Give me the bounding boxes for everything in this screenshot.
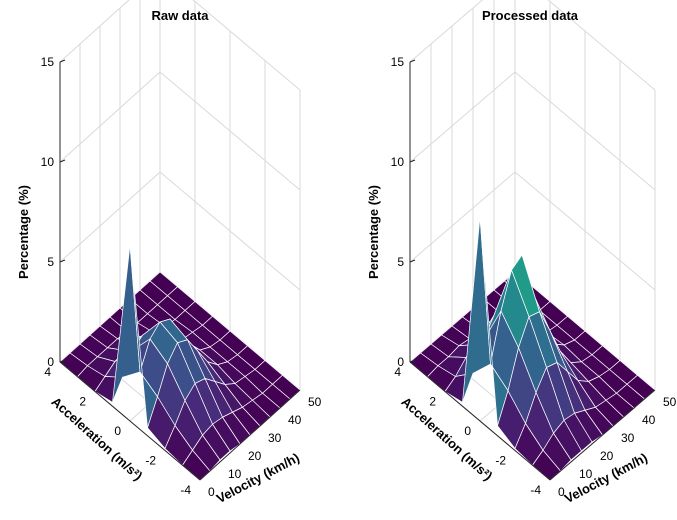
z-tick-label: 5 — [397, 255, 404, 269]
y-tick-label: 0 — [114, 424, 121, 438]
x-tick-label: 20 — [600, 449, 614, 463]
y-tick-label: -2 — [495, 454, 506, 468]
surface — [409, 216, 656, 481]
z-gridline — [59, 71, 301, 191]
y-tick-label: 2 — [79, 395, 86, 409]
z-axis: 0 5 10 15 — [391, 55, 416, 369]
z-tick-label: 0 — [397, 355, 404, 369]
chart-title: Processed data — [482, 8, 579, 23]
y-tick-label: -4 — [180, 483, 191, 497]
x-tick-label: 10 — [579, 467, 593, 481]
z-gridline — [409, 0, 656, 91]
chart-title: Raw data — [151, 8, 209, 23]
z-axis-label: Percentage (%) — [366, 185, 381, 279]
z-tick — [59, 59, 66, 63]
z-gridline — [409, 71, 656, 191]
z-tick-label: 5 — [47, 255, 54, 269]
z-tick — [409, 159, 416, 163]
y-axis-label: Acceleration (m/s²) — [399, 394, 496, 483]
z-tick-label: 10 — [391, 155, 405, 169]
y-tick-label: -4 — [530, 483, 541, 497]
y-tick-label: 2 — [429, 395, 436, 409]
z-tick-label: 15 — [391, 55, 405, 69]
z-axis: 0 5 10 15 — [41, 55, 66, 369]
x-tick-label: 0 — [208, 485, 215, 499]
y-axis-label: Acceleration (m/s²) — [49, 394, 146, 483]
y-tick-label: 4 — [44, 365, 51, 379]
x-tick-label: 0 — [558, 485, 565, 499]
x-axis: 0 10 20 30 40 50 — [549, 389, 677, 499]
x-tick-label: 50 — [663, 395, 677, 409]
x-tick-label: 20 — [248, 449, 262, 463]
z-tick — [409, 59, 416, 63]
y-tick-label: 0 — [464, 424, 471, 438]
x-tick-label: 40 — [642, 413, 656, 427]
x-tick-label: 30 — [268, 431, 282, 445]
z-gridline — [409, 171, 656, 291]
surface — [59, 244, 301, 481]
y-tick-label: 4 — [394, 365, 401, 379]
y-tick-label: -2 — [145, 454, 156, 468]
z-gridline — [59, 0, 301, 91]
z-tick — [59, 159, 66, 163]
x-tick-label: 40 — [288, 413, 302, 427]
y-axis: -4 -2 0 2 4 — [44, 361, 201, 497]
y-axis: -4 -2 0 2 4 — [394, 361, 551, 497]
z-tick-label: 10 — [41, 155, 55, 169]
x-tick-label: 50 — [308, 395, 322, 409]
x-tick-label: 10 — [228, 467, 242, 481]
z-gridline — [59, 171, 301, 291]
z-axis-label: Percentage (%) — [16, 185, 31, 279]
z-tick — [59, 359, 66, 363]
z-tick — [409, 359, 416, 363]
z-tick — [409, 259, 416, 263]
z-tick-label: 0 — [47, 355, 54, 369]
z-tick — [59, 259, 66, 263]
x-tick-label: 30 — [621, 431, 635, 445]
x-axis: 0 10 20 30 40 50 — [199, 389, 322, 499]
z-tick-label: 15 — [41, 55, 55, 69]
